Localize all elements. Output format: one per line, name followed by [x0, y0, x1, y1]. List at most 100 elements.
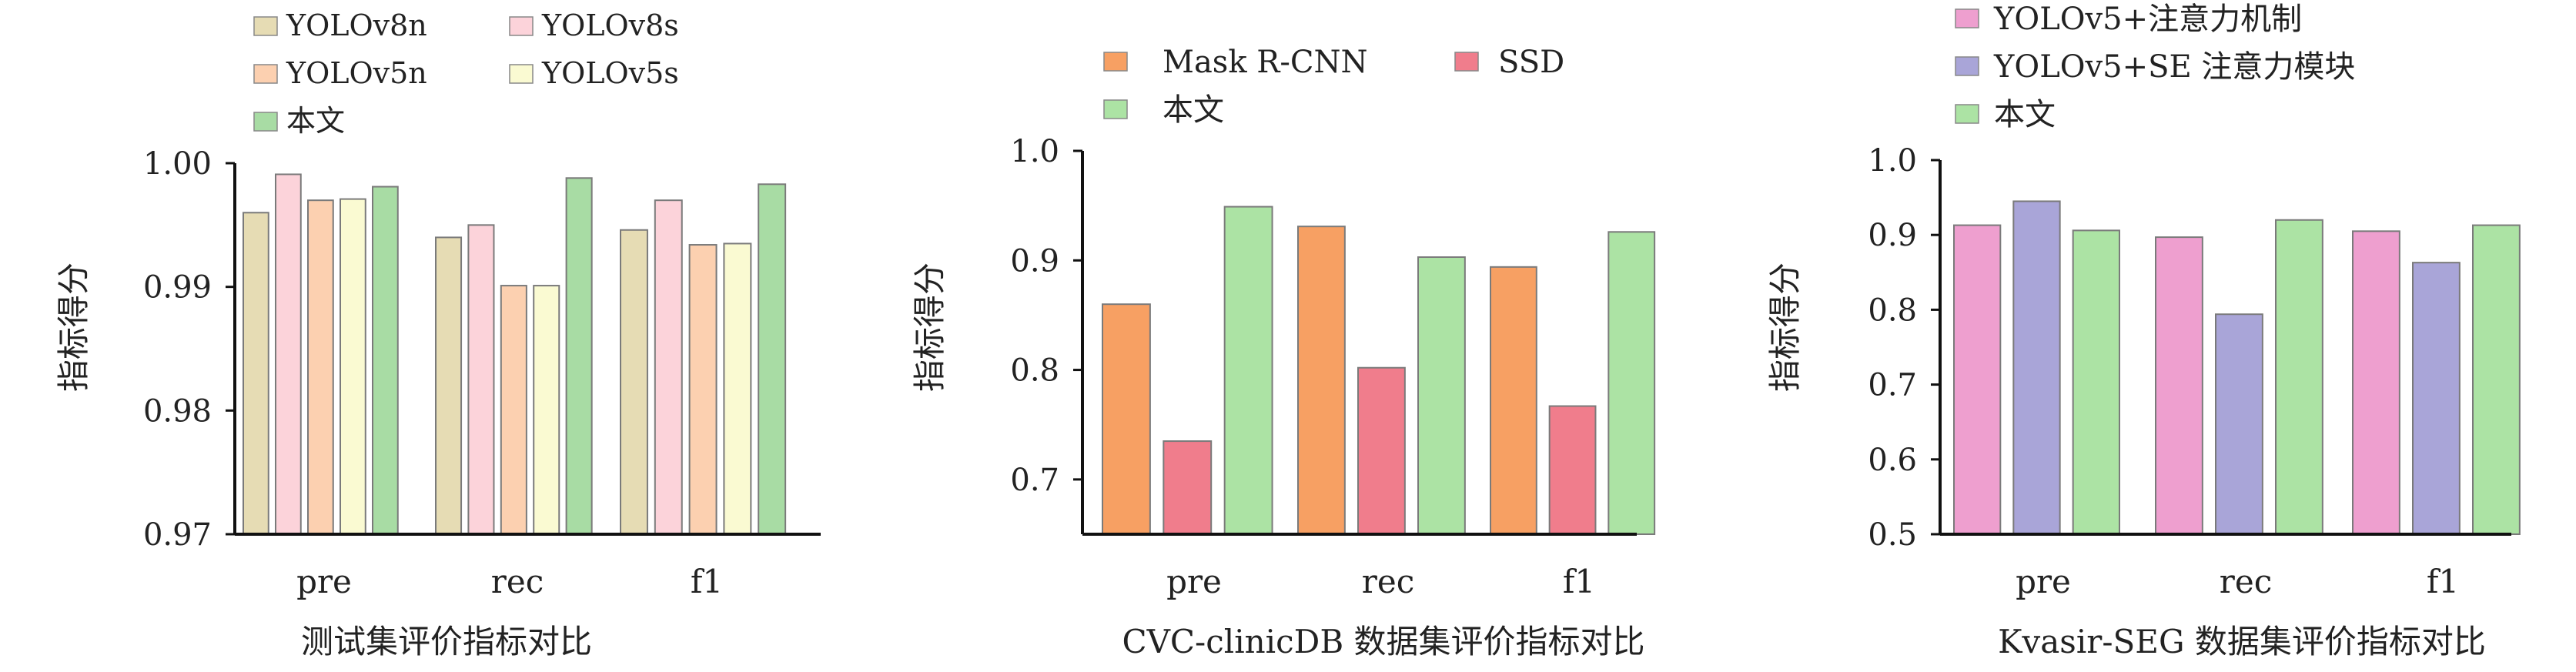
axes — [226, 162, 821, 536]
x-tick-label-pre: pre — [1166, 563, 1222, 600]
legend-label-yolov8n: YOLOv8n — [286, 8, 427, 42]
bar-yolov8s-pre — [275, 173, 302, 536]
bar-ours-rec — [565, 177, 593, 535]
x-tick-labels: pre rec f1 — [2016, 563, 2459, 600]
bar-yolov8n-rec — [435, 236, 463, 535]
chart-panel-kvasir-seg: YOLOv5+注意力机制 YOLOv5+SE 注意力模块 本文 0.50.60.… — [1766, 2, 2521, 660]
bar-ssd-f1 — [1548, 405, 1597, 535]
axes — [1073, 149, 1637, 536]
legend-swatch-yolov8s — [509, 16, 534, 36]
legend: Mask R-CNN SSD 本文 — [1103, 45, 1564, 128]
bar-yolov8n-pre — [243, 212, 269, 535]
x-tick-label-rec: rec — [1362, 563, 1414, 600]
bar-ssd-pre — [1163, 440, 1213, 535]
x-tick-label-pre: pre — [296, 563, 352, 600]
y-axis-label: 指标得分 — [1766, 262, 1804, 392]
x-tick-label-rec: rec — [491, 563, 544, 600]
chart-caption: CVC-clinicDB 数据集评价指标对比 — [1122, 623, 1644, 660]
y-tick-label: 1.0 — [1010, 134, 1059, 169]
legend-label-ours: 本文 — [1994, 97, 2056, 132]
x-tick-label-f1: f1 — [2427, 563, 2459, 600]
bar-yolov5s-f1 — [723, 242, 752, 535]
legend-label-ours: 本文 — [1163, 92, 1224, 128]
bar-ours-rec — [2275, 219, 2323, 535]
x-tick-label-pre: pre — [2016, 563, 2071, 600]
x-tick-labels: pre rec f1 — [296, 563, 723, 600]
bar-yolov5s-rec — [533, 285, 560, 535]
bars — [1953, 200, 2521, 535]
bar-yolov5s-pre — [340, 198, 366, 535]
axes — [1931, 159, 2511, 536]
x-tick-label-f1: f1 — [1563, 563, 1595, 600]
y-tick-label: 0.8 — [1010, 353, 1059, 389]
y-tick-label: 0.7 — [1010, 463, 1059, 498]
bars — [243, 173, 787, 536]
legend-label-yolov5s: YOLOv5s — [541, 56, 679, 90]
chart-panel-cvc-clinicdb: Mask R-CNN SSD 本文 0.70.80.91.0 pre rec f1 … — [911, 45, 1656, 660]
y-tick-label: 0.9 — [1868, 218, 1917, 253]
y-tick-label: 0.7 — [1868, 368, 1917, 403]
legend-label-yolov8s: YOLOv8s — [541, 8, 679, 42]
y-tick-labels: 0.7 0.8 0.9 1.0 — [1010, 134, 1059, 498]
bar-ours-f1 — [758, 183, 787, 536]
chart-caption: Kvasir-SEG 数据集评价指标对比 — [1998, 623, 2486, 660]
bar-mask-rcnn-pre — [1102, 303, 1151, 535]
legend-label-yolov5-se: YOLOv5+SE 注意力模块 — [1993, 49, 2355, 85]
bar-ours-pre — [2072, 229, 2120, 535]
y-axis-label: 指标得分 — [911, 262, 948, 392]
x-tick-label-rec: rec — [2220, 563, 2272, 600]
x-tick-label-f1: f1 — [691, 563, 723, 600]
bar-ours-pre — [372, 186, 399, 535]
y-tick-label: 0.99 — [143, 270, 212, 306]
legend-swatch-ssd — [1454, 52, 1479, 72]
bar-yolov5n-pre — [307, 199, 334, 535]
bar-yolov8s-f1 — [654, 199, 683, 535]
x-tick-labels: pre rec f1 — [1166, 563, 1595, 600]
y-tick-label: 0.5 — [1868, 517, 1917, 553]
y-tick-label: 0.6 — [1868, 443, 1917, 478]
bar-yolov5-attention-pre — [1953, 224, 2002, 535]
bar-yolov5-se-rec — [2215, 313, 2263, 535]
legend-label-ssd: SSD — [1498, 45, 1564, 80]
legend-label-yolov5-attention: YOLOv5+注意力机制 — [1993, 2, 2302, 37]
legend: YOLOv8n YOLOv8s YOLOv5n YOLOv5s 本文 — [253, 8, 679, 138]
bar-ssd-rec — [1357, 366, 1406, 535]
bar-yolov5n-rec — [500, 285, 527, 535]
bars — [1102, 206, 1656, 535]
y-tick-labels: 0.5 0.6 0.7 0.8 0.9 1.0 — [1868, 143, 1917, 553]
y-tick-label: 0.8 — [1868, 293, 1917, 328]
bar-ours-pre — [1223, 206, 1273, 535]
legend-label-mask-rcnn: Mask R-CNN — [1163, 45, 1368, 80]
bar-mask-rcnn-rec — [1297, 226, 1346, 535]
legend-swatch-yolov8n — [253, 16, 278, 36]
y-tick-label: 0.97 — [143, 517, 212, 553]
bar-yolov8s-rec — [467, 224, 495, 535]
legend-swatch-ours — [1103, 99, 1128, 119]
legend-swatch-yolov5-se — [1955, 56, 1979, 76]
legend: YOLOv5+注意力机制 YOLOv5+SE 注意力模块 本文 — [1955, 2, 2355, 132]
bar-yolov8n-f1 — [620, 229, 648, 535]
bar-yolov5n-f1 — [688, 244, 718, 535]
y-axis-label: 指标得分 — [55, 262, 92, 392]
y-tick-label: 1.0 — [1868, 143, 1917, 179]
bar-yolov5-se-pre — [2012, 200, 2061, 535]
bar-ours-f1 — [2472, 224, 2521, 535]
bar-ours-rec — [1417, 256, 1466, 535]
bar-mask-rcnn-f1 — [1490, 266, 1537, 535]
y-tick-label: 0.98 — [143, 393, 212, 429]
bar-yolov5-attention-f1 — [2352, 230, 2400, 535]
legend-swatch-ours — [1955, 104, 1979, 124]
y-tick-labels: 0.97 0.98 0.99 1.00 — [143, 146, 212, 553]
y-tick-label: 1.00 — [143, 146, 212, 182]
chart-panel-test-set: YOLOv8n YOLOv8s YOLOv5n YOLOv5s 本文 0.970… — [55, 8, 821, 660]
legend-swatch-ours — [253, 112, 278, 132]
bar-ours-f1 — [1607, 231, 1656, 535]
legend-label-yolov5n: YOLOv5n — [286, 56, 427, 90]
legend-swatch-yolov5-attention — [1955, 8, 1979, 28]
y-tick-label: 0.9 — [1010, 243, 1059, 279]
chart-caption: 测试集评价指标对比 — [301, 623, 592, 660]
legend-label-ours: 本文 — [286, 104, 345, 138]
bar-yolov5-attention-rec — [2155, 236, 2203, 535]
bar-yolov5-se-f1 — [2412, 262, 2461, 535]
